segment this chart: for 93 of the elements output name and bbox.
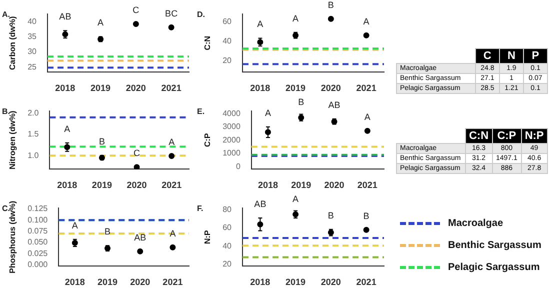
annotation: BC — [165, 8, 178, 18]
annotation: A — [168, 137, 175, 148]
x-tick-label: 2019 — [90, 83, 111, 94]
y-tick-label: 0.000 — [28, 260, 48, 270]
x-tick-label: 2020 — [320, 83, 341, 94]
annotation: A — [264, 108, 271, 118]
y-tick-label: 35 — [28, 32, 38, 41]
legend-label: Pelagic Sargassum — [448, 262, 540, 272]
annotation: A — [257, 19, 264, 30]
y-tick-label: 0.075 — [28, 226, 48, 236]
y-tick-label: 20 — [222, 56, 232, 65]
y-tick-label: 60 — [222, 16, 232, 26]
annotation: B — [98, 136, 105, 147]
chart-title: C. — [2, 204, 10, 213]
y-tick-label: 0 — [236, 162, 241, 171]
y-tick-label: 0.025 — [28, 248, 48, 258]
y-axis-title: N:P — [203, 230, 212, 244]
x-tick-label: 2018 — [250, 83, 270, 94]
y-tick-label: 80 — [222, 205, 232, 214]
x-tick-label: 2018 — [258, 180, 278, 190]
y-tick-label: 60 — [222, 223, 232, 232]
y-tick-label: 1.5 — [28, 130, 40, 139]
x-tick-label: 2020 — [324, 180, 344, 190]
x-tick-label: 2021 — [357, 180, 378, 190]
y-tick-label: 25 — [28, 62, 38, 72]
x-tick-label: 2020 — [126, 180, 147, 190]
y-tick-label: 30 — [28, 47, 38, 56]
y-tick-label: 4000 — [222, 108, 241, 118]
chart-title: A. — [2, 10, 10, 19]
annotation: A — [98, 18, 104, 28]
chart-title: E. — [197, 107, 205, 116]
y-tick-label: 1000 — [222, 148, 241, 158]
category-label: P — [523, 48, 548, 64]
chart-title: F. — [197, 204, 204, 213]
category-label: C:N — [465, 128, 492, 144]
annotation: A — [64, 124, 70, 134]
y-axis-title: Carbon (dw%) — [8, 16, 18, 70]
y-tick-label: 40 — [222, 241, 232, 250]
x-tick-label: 2019 — [286, 83, 306, 94]
y-tick-label: 0.050 — [28, 238, 48, 247]
category-label: C — [475, 48, 500, 64]
y-tick-label: 40 — [222, 36, 232, 46]
y-tick-label: 20 — [222, 260, 232, 269]
annotation: A — [72, 220, 78, 230]
category-label: N:P — [521, 128, 548, 144]
category-label: C:P — [492, 128, 522, 144]
y-tick-label: 0.100 — [28, 215, 48, 224]
annotation: A — [363, 16, 370, 26]
annotation: AB — [134, 232, 146, 242]
y-tick-label: 2000 — [222, 135, 241, 144]
x-tick-label: 2021 — [356, 83, 376, 94]
x-tick-label: 2019 — [92, 180, 112, 190]
text: B — [328, 0, 334, 10]
x-tick-label: 2018 — [55, 83, 76, 94]
y-axis-title: Phosphorus (dw%) — [8, 200, 18, 274]
annotation: B — [104, 226, 111, 237]
x-tick-label: 2019 — [291, 180, 312, 190]
x-tick-label: 2020 — [130, 277, 150, 288]
x-tick-label: 2018 — [64, 277, 85, 288]
y-tick-label: 40 — [28, 16, 38, 26]
y-tick-label: 3000 — [222, 122, 241, 132]
category-label: N — [499, 48, 524, 64]
x-tick-label: 2021 — [162, 277, 183, 288]
annotation: AB — [254, 198, 266, 209]
x-tick-label: 2020 — [126, 83, 146, 94]
y-axis-title: C:P — [203, 132, 212, 147]
text: B — [298, 96, 304, 107]
chart-title: B. — [2, 107, 10, 116]
annotation: C — [132, 4, 140, 15]
legend-label: Benthic Sargassum — [448, 240, 542, 250]
x-tick-label: 2021 — [356, 277, 376, 288]
x-tick-label: 2018 — [250, 277, 270, 288]
y-axis-title: C:N — [203, 36, 212, 50]
y-tick-label: 1.0 — [28, 150, 40, 160]
x-tick-label: 2020 — [320, 277, 341, 288]
y-tick-label: 2.0 — [28, 108, 40, 118]
annotation: A — [364, 112, 370, 122]
x-tick-label: 2018 — [57, 180, 78, 190]
annotation: A — [292, 13, 299, 24]
chart-title: D. — [197, 10, 205, 19]
text: A — [292, 194, 299, 204]
annotation: B — [328, 210, 334, 220]
annotation: AB — [59, 12, 72, 22]
x-tick-label: 2021 — [161, 83, 182, 94]
annotation: C — [134, 148, 141, 158]
legend-label: Macroalgae — [448, 218, 504, 228]
x-tick-label: 2019 — [286, 277, 306, 288]
x-tick-label: 2021 — [162, 180, 182, 190]
annotation: B — [363, 210, 370, 221]
text: AB — [328, 100, 340, 110]
x-tick-label: 2019 — [97, 277, 118, 288]
y-tick-label: 0.125 — [28, 204, 48, 214]
y-axis-title: Nitrogen (dw%) — [8, 110, 18, 170]
